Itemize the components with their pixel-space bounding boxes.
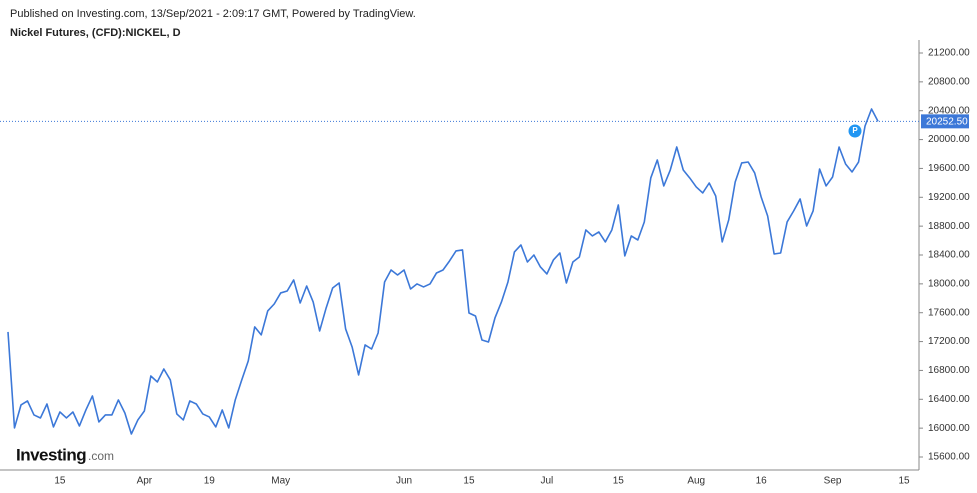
logo: Investing — [16, 445, 86, 464]
y-tick-label: 16400.00 — [928, 394, 970, 405]
published-note: Published on Investing.com, 13/Sep/2021 … — [10, 8, 416, 20]
x-tick-label: Sep — [824, 476, 842, 487]
x-tick-label: 19 — [204, 476, 216, 487]
x-tick-label: May — [271, 476, 290, 487]
last-price-label: 20252.50 — [926, 116, 968, 127]
x-tick-label: 16 — [756, 476, 768, 487]
price-line — [7, 108, 879, 435]
last-price-box — [921, 114, 969, 129]
y-tick-label: 18800.00 — [928, 221, 970, 232]
x-tick-label: Jul — [541, 476, 554, 487]
y-tick-label: 20000.00 — [928, 134, 970, 145]
x-tick-label: 15 — [54, 476, 66, 487]
y-tick-label: 17600.00 — [928, 307, 970, 318]
y-tick-label: 19600.00 — [928, 163, 970, 174]
x-tick-label: Apr — [137, 476, 153, 487]
y-tick-label: 18400.00 — [928, 250, 970, 261]
y-tick-label: 18000.00 — [928, 278, 970, 289]
y-tick-label: 16800.00 — [928, 365, 970, 376]
marker-icon — [848, 124, 862, 138]
x-tick-label: 15 — [463, 476, 475, 487]
y-tick-label: 20800.00 — [928, 76, 970, 87]
y-tick-label: 21200.00 — [928, 48, 970, 59]
y-tick-label: 15600.00 — [928, 452, 970, 463]
x-tick-label: Jun — [396, 476, 412, 487]
logo-suffix: .com — [88, 449, 114, 463]
x-tick-label: Aug — [687, 476, 705, 487]
y-tick-label: 19200.00 — [928, 192, 970, 203]
marker-icon-label: P — [852, 126, 858, 135]
x-tick-label: 15 — [613, 476, 625, 487]
y-tick-label: 16000.00 — [928, 423, 970, 434]
chart-title: Nickel Futures, (CFD):NICKEL, D — [10, 27, 181, 39]
y-tick-label: 17200.00 — [928, 336, 970, 347]
x-tick-label: 15 — [898, 476, 910, 487]
y-tick-label: 20400.00 — [928, 105, 970, 116]
